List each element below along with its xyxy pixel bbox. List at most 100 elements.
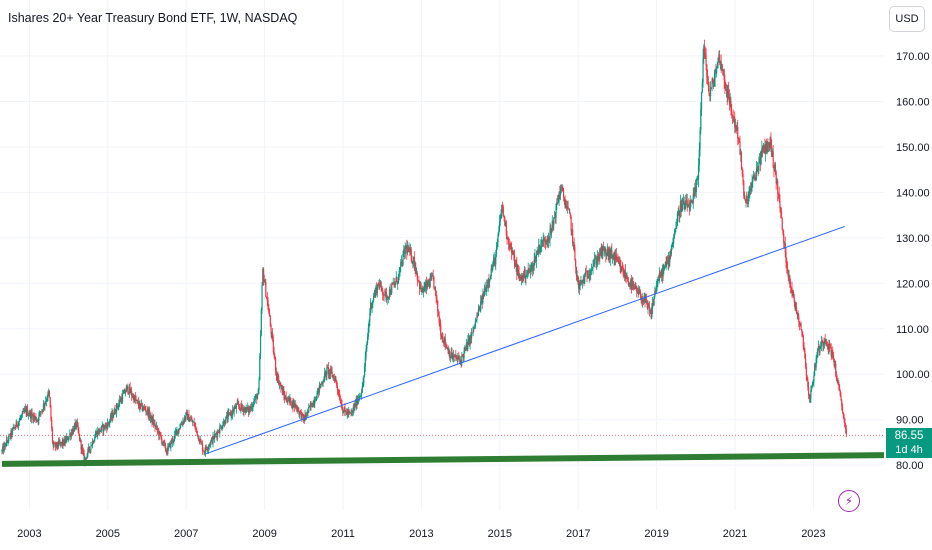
candle bbox=[830, 343, 832, 361]
candle bbox=[400, 255, 403, 267]
x-tick-label: 2017 bbox=[566, 528, 590, 540]
candle bbox=[727, 84, 729, 103]
candle bbox=[302, 412, 304, 417]
candle bbox=[395, 271, 397, 283]
candle bbox=[370, 302, 372, 310]
candle bbox=[402, 250, 404, 267]
candle bbox=[607, 246, 609, 261]
candle bbox=[397, 273, 400, 284]
candle bbox=[473, 327, 475, 332]
candle bbox=[785, 247, 787, 269]
candle bbox=[103, 423, 105, 436]
candle bbox=[51, 426, 54, 444]
candle bbox=[278, 373, 280, 386]
candle bbox=[128, 391, 130, 396]
candle bbox=[579, 279, 581, 291]
candle bbox=[374, 287, 376, 299]
price-axis[interactable]: 80.00 90.00 100.00 110.00 120.00 130.00 140.00… bbox=[896, 51, 930, 472]
candle bbox=[457, 355, 459, 363]
candle bbox=[297, 406, 299, 412]
candle bbox=[646, 300, 648, 310]
candle bbox=[166, 447, 168, 455]
candle bbox=[401, 259, 403, 268]
candle bbox=[309, 401, 311, 411]
candle bbox=[102, 424, 104, 436]
candle bbox=[235, 403, 237, 409]
candle bbox=[376, 282, 378, 296]
support-line[interactable] bbox=[1, 452, 885, 467]
candle bbox=[5, 442, 7, 450]
candle bbox=[780, 207, 783, 219]
candle bbox=[203, 447, 205, 455]
candle bbox=[409, 246, 411, 256]
candle bbox=[267, 297, 269, 311]
candle bbox=[159, 431, 161, 437]
candle bbox=[581, 279, 583, 285]
candle bbox=[601, 244, 603, 260]
candle bbox=[447, 345, 449, 355]
candle bbox=[471, 328, 473, 344]
candle bbox=[558, 191, 560, 206]
candle bbox=[357, 395, 359, 406]
candle bbox=[405, 244, 407, 249]
candle bbox=[615, 247, 617, 263]
candle bbox=[115, 408, 117, 415]
candle bbox=[367, 323, 369, 340]
candle bbox=[188, 409, 190, 422]
currency-button[interactable]: USD bbox=[889, 6, 925, 32]
time-axis[interactable]: 2003 2005 2007 2009 2011 2013 2015 2017 2019 2021… bbox=[17, 528, 826, 540]
candle bbox=[762, 145, 764, 158]
candle bbox=[486, 279, 489, 289]
candle bbox=[693, 187, 695, 197]
candle bbox=[167, 443, 170, 451]
candle bbox=[211, 436, 213, 445]
candle bbox=[816, 352, 818, 364]
candle bbox=[802, 334, 804, 351]
candle bbox=[823, 337, 826, 349]
candle bbox=[553, 217, 555, 231]
lightning-icon[interactable]: ⚡︎ bbox=[838, 490, 860, 512]
trendline[interactable] bbox=[205, 225, 845, 455]
candle bbox=[417, 279, 419, 282]
candle bbox=[602, 241, 605, 252]
y-tick-label: 90.00 bbox=[896, 415, 924, 427]
candle bbox=[333, 374, 335, 382]
candle bbox=[509, 243, 511, 250]
candle bbox=[14, 424, 16, 430]
candle bbox=[262, 267, 265, 286]
candle bbox=[99, 426, 101, 434]
candle bbox=[442, 333, 444, 344]
candle bbox=[303, 414, 305, 424]
candle bbox=[498, 215, 501, 233]
candle bbox=[554, 212, 556, 224]
candle bbox=[326, 363, 328, 381]
candle bbox=[435, 290, 437, 304]
candle bbox=[731, 113, 734, 125]
candle bbox=[317, 387, 320, 398]
candle bbox=[639, 289, 642, 300]
candle bbox=[382, 287, 384, 301]
candle bbox=[219, 424, 222, 427]
candle bbox=[583, 273, 585, 287]
candle bbox=[293, 398, 295, 408]
candle bbox=[61, 438, 63, 449]
candle bbox=[134, 392, 136, 404]
candle bbox=[598, 253, 600, 262]
candle bbox=[624, 264, 627, 282]
candle bbox=[559, 185, 561, 200]
candle bbox=[726, 84, 728, 106]
candle bbox=[103, 424, 106, 431]
candle bbox=[265, 296, 268, 300]
candle bbox=[483, 291, 485, 300]
candle bbox=[124, 389, 127, 397]
candle bbox=[92, 439, 94, 445]
candle bbox=[268, 308, 271, 317]
candle bbox=[220, 425, 222, 430]
candle bbox=[24, 403, 26, 413]
candle bbox=[208, 443, 210, 451]
candle bbox=[472, 325, 474, 337]
candle bbox=[743, 191, 746, 200]
candle bbox=[618, 256, 620, 267]
